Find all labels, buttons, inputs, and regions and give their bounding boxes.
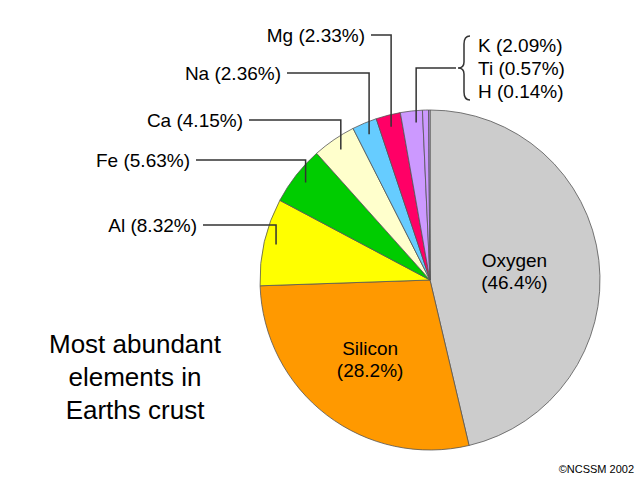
svg-text:Mg (2.33%): Mg (2.33%) [267,25,365,46]
svg-text:Most abundantelements inEarths: Most abundantelements inEarths crust [49,329,222,425]
svg-text:Ca (4.15%): Ca (4.15%) [147,110,243,131]
svg-text:Oxygen(46.4%): Oxygen(46.4%) [481,250,548,293]
svg-text:Ti (0.57%): Ti (0.57%) [478,58,565,79]
svg-text:H (0.14%): H (0.14%) [478,81,564,102]
svg-text:Al (8.32%): Al (8.32%) [108,215,197,236]
svg-text:©NCSSM 2002: ©NCSSM 2002 [559,463,632,475]
svg-text:Fe (5.63%): Fe (5.63%) [96,150,190,171]
svg-text:Na (2.36%): Na (2.36%) [185,63,281,84]
svg-text:Silicon(28.2%): Silicon(28.2%) [337,338,404,381]
svg-text:K (2.09%): K (2.09%) [478,35,562,56]
